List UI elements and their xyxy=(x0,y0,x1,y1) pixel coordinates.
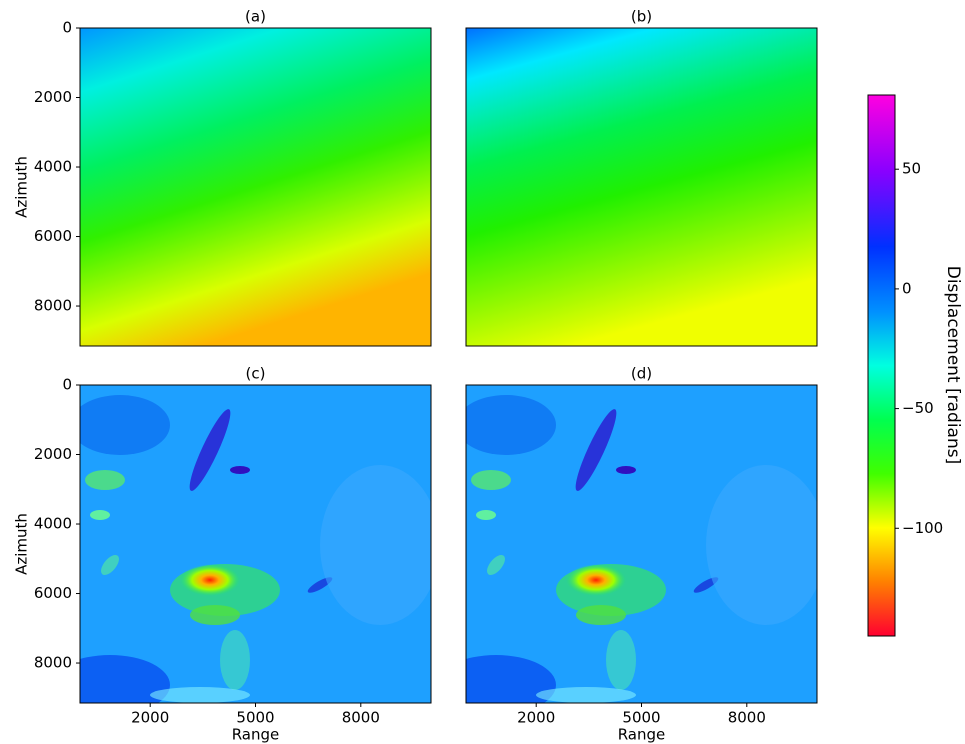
panel-title: (d) xyxy=(631,365,652,383)
image-d xyxy=(436,385,826,715)
axes-frame xyxy=(79,27,432,347)
y-tick-label: 0 xyxy=(62,376,72,394)
x-tick-label: 5000 xyxy=(236,709,274,727)
x-tick-label: 2000 xyxy=(517,709,555,727)
y-tick-label: 2000 xyxy=(34,445,72,463)
x-tick-label: 8000 xyxy=(342,709,380,727)
colorbar xyxy=(867,94,896,637)
panel-title: (a) xyxy=(245,8,266,26)
colorbar-label: Displacement [radians] xyxy=(943,266,963,465)
y-tick-label: 4000 xyxy=(34,158,72,176)
panel-title: (c) xyxy=(246,365,266,383)
panel-title: (b) xyxy=(631,8,652,26)
y-tick-label: 6000 xyxy=(34,584,72,602)
colorbar-tick-label: −50 xyxy=(902,399,934,417)
y-tick-label: 8000 xyxy=(34,297,72,315)
colorbar-tick-label: 50 xyxy=(902,160,921,178)
x-tick-label: 8000 xyxy=(728,709,766,727)
y-tick-label: 2000 xyxy=(34,88,72,106)
y-tick-label: 8000 xyxy=(34,654,72,672)
y-tick-label: 4000 xyxy=(34,515,72,533)
image-b xyxy=(466,28,817,346)
colorbar-tick-label: 0 xyxy=(902,279,912,297)
x-tick-label: 5000 xyxy=(622,709,660,727)
y-axis-label: Azimuth xyxy=(13,156,31,218)
x-tick-label: 2000 xyxy=(131,709,169,727)
image-a xyxy=(80,28,431,346)
axes-frame xyxy=(465,27,818,347)
colorbar-tick-label: −100 xyxy=(902,519,943,537)
y-tick-label: 6000 xyxy=(34,227,72,245)
y-tick-label: 0 xyxy=(62,19,72,37)
image-c xyxy=(50,385,440,715)
y-axis-label: Azimuth xyxy=(13,513,31,575)
x-axis-label: Range xyxy=(232,726,280,744)
x-axis-label: Range xyxy=(618,726,666,744)
